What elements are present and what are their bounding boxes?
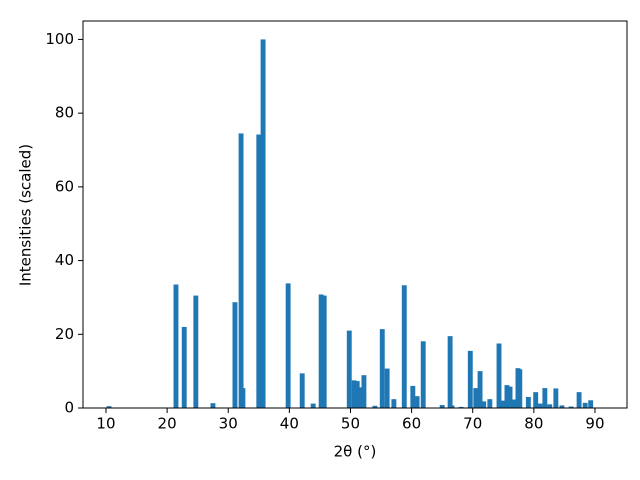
bar: [318, 294, 324, 408]
y-tick-label: 20: [55, 325, 74, 343]
bar: [458, 406, 464, 408]
y-tick-label: 40: [55, 251, 74, 269]
bar: [358, 387, 364, 408]
y-axis-label: Intensities (scaled): [17, 144, 35, 286]
bar: [559, 405, 565, 408]
bar: [173, 284, 179, 408]
bar: [449, 405, 455, 408]
x-tick-label: 50: [341, 415, 360, 433]
bar: [500, 400, 506, 408]
bar: [420, 341, 426, 408]
bar: [477, 371, 483, 408]
bar: [507, 386, 513, 408]
bar: [238, 133, 244, 408]
x-tick-label: 40: [280, 415, 299, 433]
bar: [481, 401, 487, 408]
bar: [487, 399, 493, 408]
bar: [533, 392, 539, 408]
x-tick-label: 80: [524, 415, 543, 433]
bar: [547, 404, 553, 408]
y-tick-label: 60: [55, 177, 74, 195]
x-tick-label: 70: [463, 415, 482, 433]
bar: [537, 403, 543, 408]
bar: [285, 283, 291, 408]
bar: [496, 343, 502, 408]
bar: [351, 380, 357, 408]
bar: [467, 350, 473, 408]
bar: [553, 388, 559, 408]
bar: [299, 373, 305, 408]
bar: [391, 399, 397, 408]
bar: [576, 392, 582, 408]
x-tick-label: 10: [96, 415, 115, 433]
bar: [525, 396, 531, 408]
bar: [384, 368, 390, 408]
bar: [106, 406, 112, 408]
x-axis-label: 2θ (°): [334, 443, 377, 461]
bar: [517, 369, 523, 408]
bar: [379, 329, 385, 408]
bar: [240, 388, 246, 408]
bar: [321, 295, 327, 408]
bar: [354, 381, 360, 408]
bar: [260, 39, 266, 409]
bar: [410, 385, 416, 408]
bar: [439, 405, 445, 408]
bar: [414, 396, 420, 408]
bar: [542, 388, 548, 408]
bar: [504, 385, 510, 408]
x-tick-label: 20: [158, 415, 177, 433]
x-tick-label: 90: [585, 415, 604, 433]
bar: [256, 134, 262, 408]
y-tick-label: 100: [45, 30, 74, 48]
bar: [232, 302, 238, 408]
bar: [582, 402, 588, 408]
plot-frame: [82, 20, 628, 409]
bar: [447, 336, 453, 408]
bar: [346, 330, 352, 408]
bar: [361, 375, 367, 408]
bar: [310, 403, 316, 408]
bar: [401, 285, 407, 408]
bar: [588, 400, 594, 408]
bar: [511, 399, 517, 408]
bar: [372, 405, 378, 408]
bar: [210, 403, 216, 408]
bar: [473, 388, 479, 408]
bar: [193, 295, 199, 408]
bar: [181, 326, 187, 408]
y-tick-label: 80: [55, 104, 74, 122]
y-tick-label: 0: [64, 399, 74, 417]
bar: [568, 406, 574, 408]
x-tick-label: 60: [402, 415, 421, 433]
x-tick-label: 30: [219, 415, 238, 433]
